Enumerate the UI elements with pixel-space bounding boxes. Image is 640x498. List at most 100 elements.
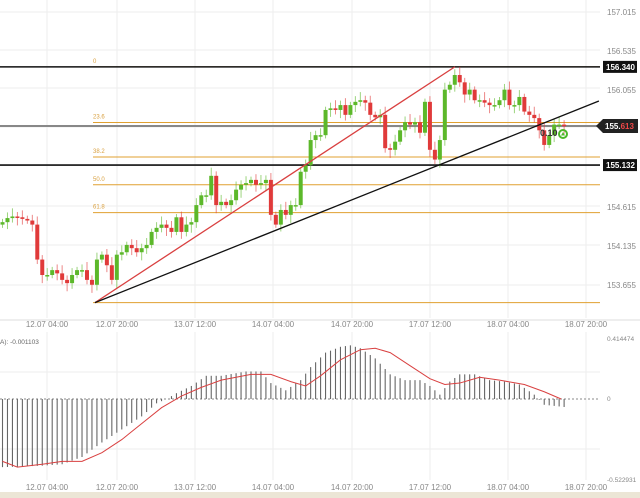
time-tick-label: 18.07 20:00 [565, 483, 608, 492]
candle-body [487, 102, 492, 106]
circle-up-arrow-icon[interactable] [558, 129, 568, 139]
candle-body [298, 171, 303, 206]
candle-body [522, 96, 527, 112]
candle-body [209, 175, 214, 196]
price-tick-label: 157.015 [607, 8, 636, 17]
candle-body [35, 224, 40, 260]
candle-body [119, 252, 124, 255]
candle-body [278, 209, 283, 225]
time-tick-label: 12.07 20:00 [96, 483, 139, 492]
candle-body [15, 216, 20, 218]
candle-body [358, 100, 363, 102]
candle-body [288, 205, 293, 215]
current-price-fraction: 613 [621, 122, 635, 131]
macd-axis-label: 0.414474 [607, 336, 634, 343]
candle-body [25, 218, 30, 221]
candle-body [408, 122, 413, 125]
horizontal-levels[interactable] [0, 66, 600, 166]
candle-body [268, 179, 273, 215]
candle-body [109, 265, 114, 280]
price-tick-label: 156.055 [607, 86, 636, 95]
candle-body [219, 201, 224, 206]
time-tick-label: 14.07 04:00 [252, 483, 295, 492]
macd-panel: 0.414474 0 -0.522931 [0, 336, 637, 484]
candle-body [383, 114, 388, 149]
candle-body [154, 227, 159, 232]
candle-body [20, 217, 25, 219]
candle-body [253, 179, 258, 185]
candle-body [477, 100, 482, 102]
candle-body [547, 135, 552, 145]
time-axis: 12.07 04:00 12.07 20:00 13.07 12:00 14.07 0… [26, 320, 608, 492]
candle-body [562, 124, 567, 127]
candle-body [50, 270, 55, 276]
macd-axis-label: 0 [607, 396, 611, 403]
candle-body [65, 279, 70, 284]
candle-body [388, 148, 393, 150]
level-badge-label: 156.340 [606, 63, 635, 72]
candle-body [368, 102, 373, 115]
candle-body [497, 100, 502, 106]
candle-body [527, 111, 532, 115]
time-tick-label: 12.07 04:00 [26, 483, 69, 492]
price-tick-label: 153.655 [607, 281, 636, 290]
candle-body [398, 130, 403, 142]
price-axis[interactable]: 157.015 156.535 156.055 154.615 154.135 153.6… [596, 0, 640, 318]
candle-body [532, 114, 537, 119]
candle-body [99, 254, 104, 260]
candle-body [283, 209, 288, 215]
trendlines[interactable] [94, 66, 600, 304]
fib-level-label: 50.0 [93, 177, 105, 183]
candle-body [452, 75, 457, 85]
candle-body [179, 217, 184, 232]
candle-body [323, 109, 328, 136]
candle-body [249, 179, 253, 184]
candle-body [417, 122, 422, 133]
candle-body [427, 101, 432, 150]
level-badge-label: 155.132 [606, 161, 635, 170]
candle-body [229, 200, 234, 206]
annotation: 0.10 [540, 128, 568, 139]
candle-body [84, 270, 89, 280]
candle-body [422, 101, 427, 133]
annotation-label: 0.10 [540, 128, 558, 138]
candle-body [517, 96, 522, 106]
time-tick-label: 14.07 04:00 [252, 320, 295, 329]
time-tick-label: 17.07 12:00 [409, 320, 452, 329]
candle-body [492, 105, 497, 107]
candle-body [75, 270, 80, 276]
current-price-main: 155. [605, 122, 621, 131]
trendline [94, 66, 456, 304]
candle-body [55, 270, 60, 274]
candle-body [89, 279, 94, 285]
candle-body [258, 183, 263, 185]
candle-body [507, 89, 512, 106]
candle-body [234, 189, 239, 201]
candle-body [557, 124, 562, 127]
fib-level-label: 61.8 [93, 205, 105, 211]
scrollbar[interactable] [0, 492, 640, 498]
price-tick-label: 154.135 [607, 242, 636, 251]
candle-body [60, 273, 65, 280]
candle-body [199, 195, 204, 206]
candle-body [482, 100, 487, 103]
candle-body [30, 220, 35, 225]
candle-body [144, 244, 149, 249]
candle-body [308, 140, 313, 166]
time-tick-label: 14.07 20:00 [331, 320, 374, 329]
signal-line [2, 347, 562, 468]
candle-body [80, 270, 85, 272]
time-tick-label: 18.07 04:00 [487, 320, 530, 329]
trendline [94, 100, 600, 304]
macd-indicator-label: A): -0.001103 [0, 339, 39, 346]
candle-body [552, 124, 557, 136]
candle-body [333, 108, 338, 110]
candle-body [139, 248, 144, 253]
candle-body [104, 254, 109, 266]
time-tick-label: 12.07 04:00 [26, 320, 69, 329]
time-tick-label: 12.07 20:00 [96, 320, 139, 329]
candle-body [263, 179, 268, 184]
candle-body [189, 222, 194, 225]
time-tick-label: 17.07 12:00 [409, 483, 452, 492]
